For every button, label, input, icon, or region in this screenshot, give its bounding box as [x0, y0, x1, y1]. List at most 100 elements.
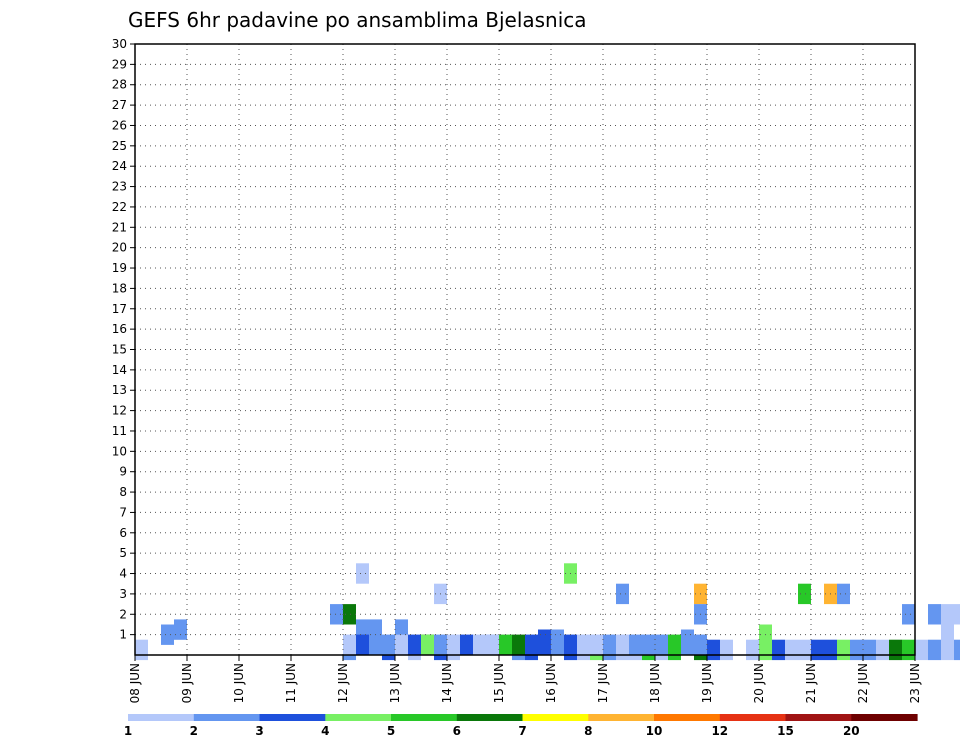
- heatmap-cell: [343, 634, 356, 655]
- legend-label: 4: [321, 724, 329, 738]
- legend-label: 12: [711, 724, 728, 738]
- x-tick-label: 22 JUN: [856, 663, 870, 703]
- heatmap-cell: [824, 639, 837, 661]
- heatmap-cell: [889, 639, 902, 661]
- heatmap-cell: [616, 634, 629, 655]
- heatmap-cell: [382, 634, 395, 655]
- legend-label: 6: [453, 724, 461, 738]
- heatmap-cell: [902, 604, 915, 625]
- y-tick-label: 29: [112, 57, 127, 71]
- heatmap-cell: [954, 639, 960, 661]
- heatmap-cell: [616, 583, 629, 605]
- heatmap-cell: [772, 639, 785, 661]
- legend-swatch: [588, 714, 655, 721]
- heatmap-cell: [941, 624, 954, 645]
- heatmap-cell: [798, 639, 811, 661]
- legend-label: 2: [190, 724, 198, 738]
- heatmap-cell: [551, 634, 564, 655]
- heatmap-cell: [590, 634, 603, 655]
- heatmap-cell: [356, 563, 369, 584]
- heatmap-cell: [174, 619, 187, 640]
- heatmap-cell: [707, 639, 720, 661]
- x-tick-label: 09 JUN: [180, 663, 194, 703]
- heatmap-cell: [928, 604, 941, 625]
- legend-swatch: [193, 714, 261, 721]
- heatmap-cell: [798, 583, 811, 605]
- heatmap-cell: [330, 604, 343, 625]
- heatmap-cell: [421, 634, 434, 655]
- heatmap-cell: [876, 639, 889, 661]
- y-tick-label: 12: [112, 404, 127, 418]
- heatmap-cell: [356, 634, 369, 655]
- legend-label: 7: [518, 724, 526, 738]
- heatmap-cell: [668, 634, 681, 655]
- heatmap-cell: [161, 624, 174, 645]
- legend-label: 3: [255, 724, 263, 738]
- y-tick-label: 4: [119, 567, 127, 581]
- heatmap-cell: [954, 604, 960, 625]
- y-tick-label: 30: [112, 37, 127, 51]
- y-tick-label: 13: [112, 383, 127, 397]
- heatmap-cell: [785, 639, 798, 661]
- heatmap-cell: [486, 634, 499, 655]
- heatmap-cell: [941, 604, 954, 625]
- y-tick-label: 27: [112, 98, 127, 112]
- legend-swatch: [719, 714, 787, 721]
- y-tick-label: 24: [112, 159, 127, 173]
- heatmap-cell: [655, 634, 668, 655]
- chart-title: GEFS 6hr padavine po ansamblima Bjelasni…: [128, 8, 587, 32]
- heatmap-cell: [902, 639, 915, 661]
- heatmap-cell: [343, 604, 356, 625]
- y-tick-label: 2: [119, 607, 127, 621]
- y-tick-label: 3: [119, 587, 127, 601]
- x-tick-label: 19 JUN: [700, 663, 714, 703]
- heatmap-cell: [577, 634, 590, 655]
- legend-label: 8: [584, 724, 592, 738]
- legend-swatch: [259, 714, 326, 721]
- heatmap-cell: [499, 634, 512, 655]
- y-tick-label: 15: [112, 343, 127, 357]
- y-tick-label: 1: [119, 628, 127, 642]
- legend-swatch: [785, 714, 852, 721]
- heatmap-cell: [746, 639, 759, 661]
- heatmap-cell: [135, 639, 148, 661]
- heatmap-cell: [694, 634, 707, 655]
- x-tick-label: 13 JUN: [388, 663, 402, 703]
- heatmap-cell: [369, 634, 382, 655]
- heatmap-cell: [447, 634, 460, 655]
- heatmap-cell: [837, 583, 850, 605]
- legend-label: 10: [646, 724, 663, 738]
- y-tick-label: 19: [112, 261, 127, 275]
- x-tick-label: 15 JUN: [492, 663, 506, 703]
- heatmap-cell: [629, 634, 642, 655]
- color-legend: 1 2 3 4 5 6 7 8 10 12 15 20: [124, 714, 918, 738]
- x-tick-label: 20 JUN: [752, 663, 766, 703]
- y-tick-label: 11: [112, 424, 127, 438]
- legend-swatch: [654, 714, 721, 721]
- y-tick-label: 17: [112, 302, 127, 316]
- x-tick-label: 08 JUN: [128, 663, 142, 703]
- legend-swatch: [522, 714, 589, 721]
- y-tick-label: 18: [112, 281, 127, 295]
- heatmap-cell: [642, 634, 655, 655]
- legend-swatch: [851, 714, 918, 721]
- heatmap-cell: [681, 634, 694, 655]
- y-tick-label: 7: [119, 505, 127, 519]
- y-tick-label: 9: [119, 465, 127, 479]
- heatmap-cell: [863, 639, 876, 661]
- x-tick-label: 14 JUN: [440, 663, 454, 703]
- legend-swatch: [325, 714, 392, 721]
- y-tick-label: 20: [112, 241, 127, 255]
- legend-swatch: [456, 714, 524, 721]
- y-tick-label: 5: [119, 546, 127, 560]
- y-tick-label: 10: [112, 444, 127, 458]
- heatmap-cells: [135, 563, 960, 661]
- heatmap-cell: [512, 634, 525, 655]
- heatmap-cell: [408, 634, 421, 655]
- heatmap-cell: [538, 634, 551, 655]
- x-tick-label: 12 JUN: [336, 663, 350, 703]
- x-tick-label: 23 JUN: [908, 663, 922, 703]
- x-tick-label: 10 JUN: [232, 663, 246, 703]
- heatmap-cell: [473, 634, 486, 655]
